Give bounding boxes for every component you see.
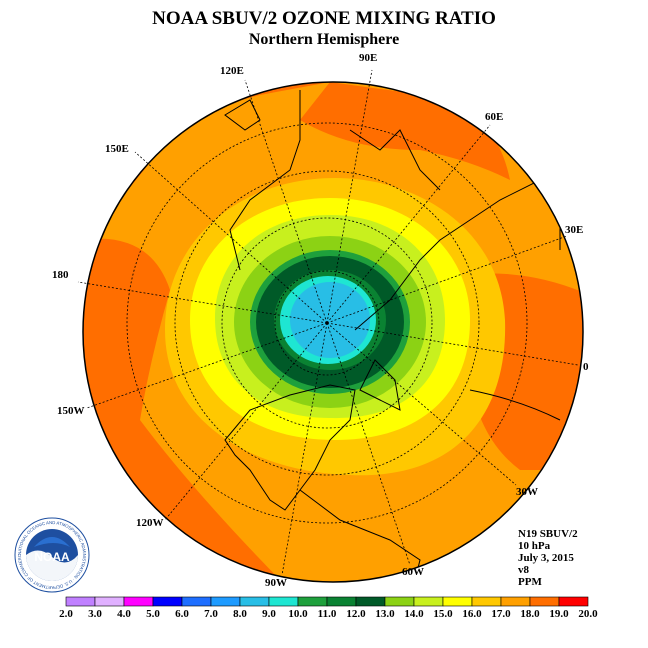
asia-coast-outline bbox=[229, 90, 301, 271]
info-block: N19 SBUV/2 10 hPa July 3, 2015 v8 PPM bbox=[518, 528, 578, 588]
africa-outline bbox=[469, 389, 561, 421]
lon-label-90e: 90E bbox=[359, 52, 377, 64]
contour-8-9 bbox=[290, 282, 370, 358]
lon-label-60e: 60E bbox=[485, 111, 503, 123]
lat-circle-60 bbox=[221, 217, 433, 429]
colorbar-label: 2.0 bbox=[59, 608, 73, 620]
colorbar-label: 9.0 bbox=[262, 608, 276, 620]
colorbar-label: 4.0 bbox=[117, 608, 131, 620]
meridian-120w bbox=[164, 322, 328, 521]
info-units: PPM bbox=[518, 576, 542, 588]
colorbar-label: 20.0 bbox=[578, 608, 598, 620]
info-instrument: N19 SBUV/2 bbox=[518, 528, 578, 540]
colorbar-swatch bbox=[558, 596, 589, 607]
meridian-150e bbox=[134, 151, 328, 324]
colorbar-label: 3.0 bbox=[88, 608, 102, 620]
lon-label-30e: 30E bbox=[565, 224, 583, 236]
colorbar-swatch bbox=[355, 596, 386, 607]
lon-label-150w: 150W bbox=[57, 405, 85, 417]
colorbar-label: 5.0 bbox=[146, 608, 160, 620]
colorbar-swatch bbox=[239, 596, 270, 607]
colorbar-swatch bbox=[471, 596, 502, 607]
noaa-logo-text: NOAA bbox=[34, 550, 70, 564]
colorbar-swatch bbox=[529, 596, 560, 607]
colorbar-label: 10.0 bbox=[288, 608, 308, 620]
colorbar-label: 7.0 bbox=[204, 608, 218, 620]
colorbar-swatch bbox=[152, 596, 183, 607]
colorbar-label: 8.0 bbox=[233, 608, 247, 620]
greenland-outline bbox=[359, 359, 401, 411]
colorbar-label: 19.0 bbox=[549, 608, 569, 620]
lon-label-60w: 60W bbox=[402, 566, 424, 578]
meridian-150w bbox=[86, 322, 328, 409]
lat-circle-30 bbox=[126, 122, 528, 524]
colorbar-swatch bbox=[500, 596, 531, 607]
colorbar-label: 6.0 bbox=[175, 608, 189, 620]
lon-label-120w: 120W bbox=[136, 517, 164, 529]
lon-label-180: 180 bbox=[52, 269, 69, 281]
lon-label-90w: 90W bbox=[265, 577, 287, 589]
colorbar-label: 17.0 bbox=[491, 608, 511, 620]
meridian-30w bbox=[326, 322, 517, 486]
noaa-logo: NOAA NATIONAL OCEANIC AND ATMOSPHERIC AD… bbox=[14, 517, 90, 593]
info-pressure: 10 hPa bbox=[518, 540, 551, 552]
colorbar-swatch bbox=[326, 596, 357, 607]
lon-label-0: 0 bbox=[583, 361, 589, 373]
colorbar-label: 18.0 bbox=[520, 608, 540, 620]
lon-label-30w: 30W bbox=[516, 486, 538, 498]
lat-circle-45 bbox=[174, 170, 480, 476]
colorbar-label: 16.0 bbox=[462, 608, 482, 620]
colorbar-swatch bbox=[94, 596, 125, 607]
colorbar-swatch bbox=[442, 596, 473, 607]
colorbar-label: 13.0 bbox=[375, 608, 395, 620]
meridians bbox=[77, 69, 579, 576]
map-subtitle: Northern Hemisphere bbox=[248, 31, 400, 48]
meridian-0 bbox=[326, 322, 579, 366]
colorbar-swatch bbox=[123, 596, 154, 607]
colorbar-swatch bbox=[65, 596, 96, 607]
colorbar-swatch bbox=[268, 596, 299, 607]
info-version: v8 bbox=[518, 564, 529, 576]
colorbar-label: 12.0 bbox=[346, 608, 366, 620]
info-date: July 3, 2015 bbox=[518, 552, 574, 564]
meridian-90e bbox=[326, 69, 373, 324]
map-title: NOAA SBUV/2 OZONE MIXING RATIO bbox=[152, 8, 496, 29]
colorbar-swatch bbox=[413, 596, 444, 607]
north-america-outline bbox=[224, 384, 356, 511]
meridian-120e bbox=[244, 79, 328, 324]
meridian-30e bbox=[326, 235, 568, 324]
latitude-circles bbox=[126, 122, 528, 524]
colorbar-label: 15.0 bbox=[433, 608, 453, 620]
colorbar-label: 11.0 bbox=[318, 608, 337, 620]
map-boundary bbox=[82, 81, 584, 583]
colorbar-swatch bbox=[297, 596, 328, 607]
lat-circle-75 bbox=[274, 270, 380, 376]
meridian-90w bbox=[281, 322, 328, 576]
colorbar-label: 14.0 bbox=[404, 608, 424, 620]
meridian-60e bbox=[326, 124, 491, 324]
ozone-contours bbox=[83, 82, 583, 582]
colorbar-swatch bbox=[210, 596, 241, 607]
colorbar-swatch bbox=[181, 596, 212, 607]
colorbar-swatch bbox=[384, 596, 415, 607]
asia-interior-outline bbox=[349, 129, 441, 191]
lon-label-150e: 150E bbox=[105, 143, 129, 155]
lon-label-120e: 120E bbox=[220, 65, 244, 77]
meridian-60w bbox=[326, 322, 411, 566]
